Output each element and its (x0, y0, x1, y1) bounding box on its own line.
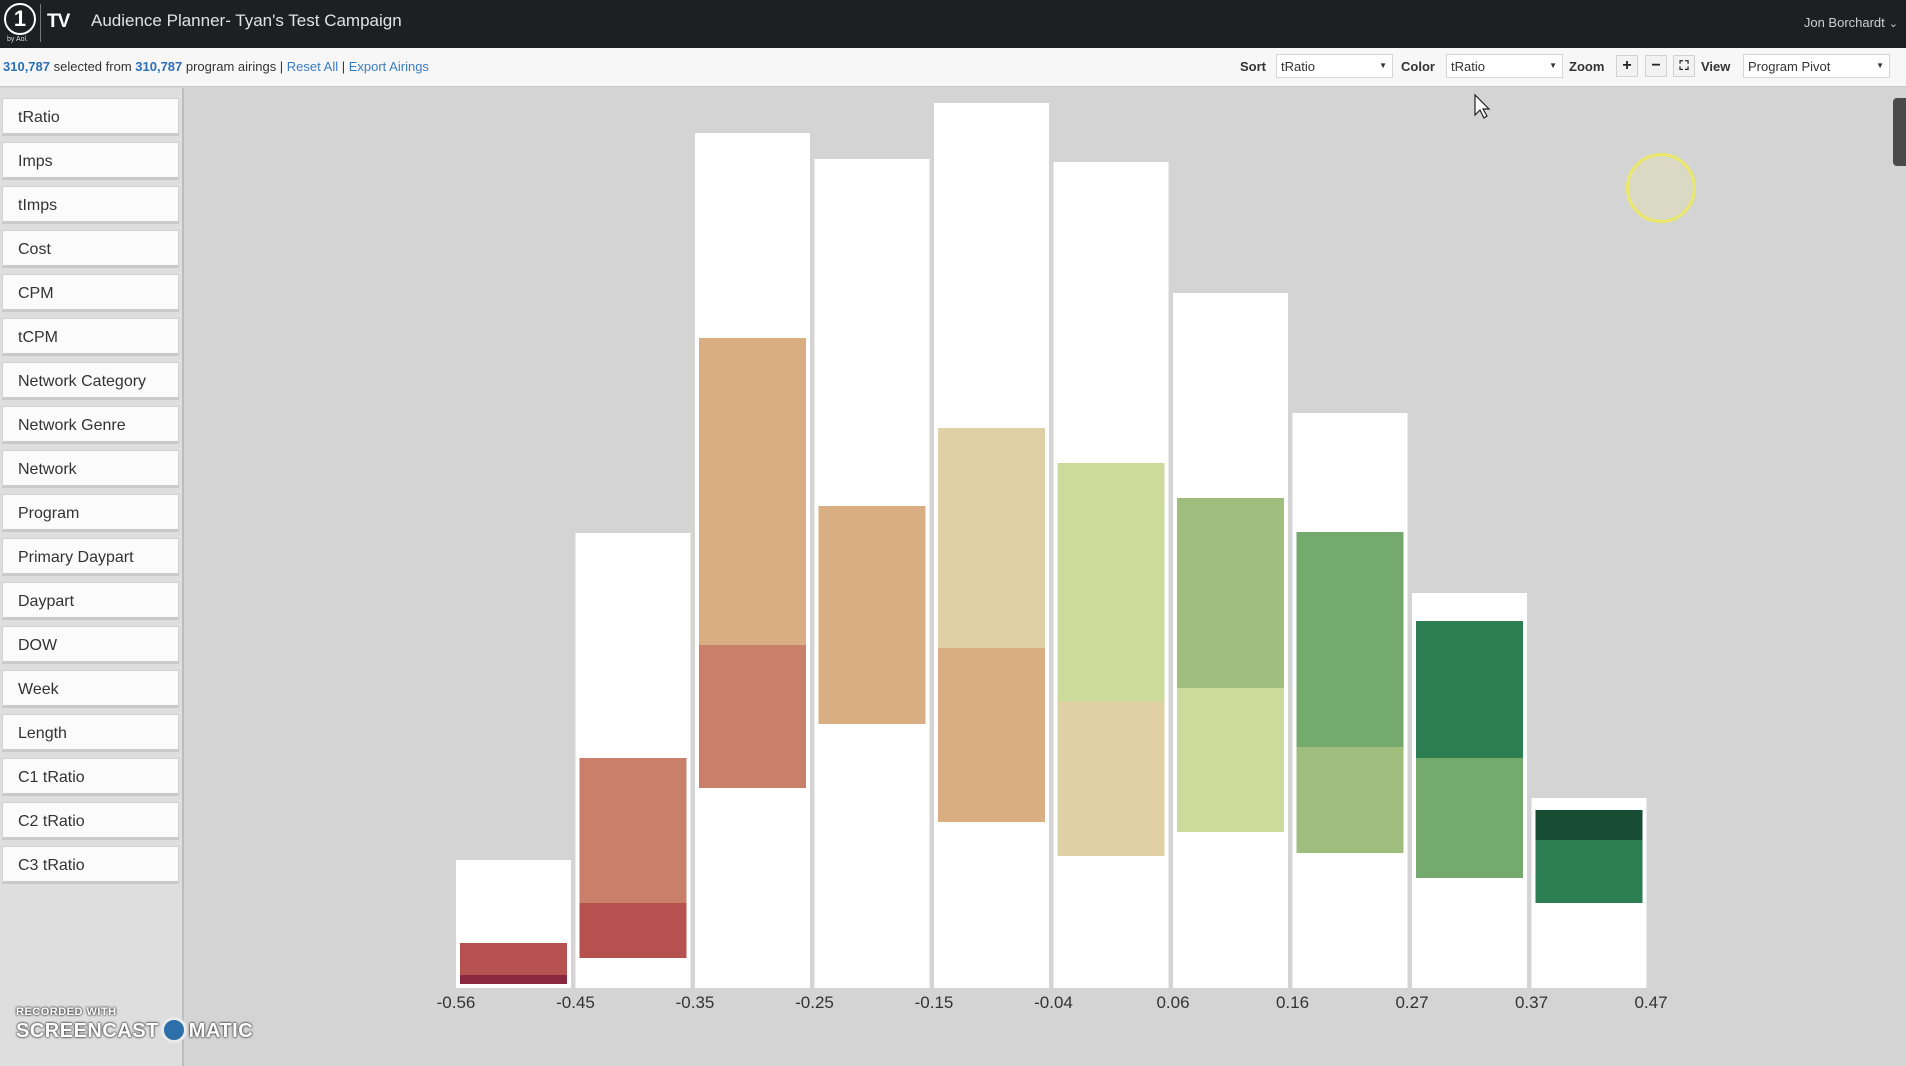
plus-icon: + (1622, 57, 1632, 74)
view-label: View (1701, 59, 1731, 74)
dropdown-arrow-icon: ▼ (1876, 61, 1884, 70)
bar-8-segment-2[interactable] (1296, 532, 1404, 747)
sort-value: tRatio (1281, 59, 1315, 74)
page-title: Audience Planner- Tyan's Test Campaign (91, 11, 402, 30)
airings-text: program airings | (182, 59, 287, 74)
bar-2-segment-2[interactable] (579, 758, 687, 903)
sidebar-item-imps[interactable]: Imps (2, 142, 179, 180)
sidebar-item-c3-tratio[interactable]: C3 tRatio (2, 846, 179, 884)
x-tick-label: 0.37 (1515, 993, 1548, 1012)
dropdown-arrow-icon: ▼ (1549, 61, 1557, 70)
sidebar-item-network-genre[interactable]: Network Genre (2, 406, 179, 444)
bar-3-segment-1[interactable] (699, 645, 806, 788)
total-count: 310,787 (135, 59, 183, 74)
bar-9-segment-2[interactable] (1416, 621, 1523, 758)
sidebar-item-week[interactable]: Week (2, 670, 179, 708)
logo-divider (40, 4, 41, 42)
sidebar-item-cost[interactable]: Cost (2, 230, 179, 268)
one-by-aol-logo[interactable]: 1 (4, 3, 36, 35)
sidebar-item-c2-tratio[interactable]: C2 tRatio (2, 802, 179, 840)
bar-3-segment-2[interactable] (699, 338, 806, 645)
x-tick-label: -0.35 (676, 993, 715, 1012)
x-tick-label: -0.04 (1034, 993, 1073, 1012)
bar-9-segment-1[interactable] (1416, 758, 1523, 878)
tratio-histogram[interactable]: -0.56 -0.45 -0.35 -0.25 -0.15 -0.04 0.06 0.16 0.… (186, 88, 1906, 1066)
record-icon (160, 1016, 187, 1043)
sidebar-item-primary-daypart[interactable]: Primary Daypart (2, 538, 179, 576)
sidebar-item-network-category[interactable]: Network Category (2, 362, 179, 400)
logo-subtitle: by Aol. (7, 36, 29, 43)
selected-count: 310,787 (3, 59, 50, 74)
sidebar-item-tcpm[interactable]: tCPM (2, 318, 179, 356)
tv-logo: TV (47, 11, 70, 32)
x-tick-label: 0.47 (1634, 993, 1667, 1012)
view-select[interactable]: Program Pivot ▼ (1743, 54, 1890, 78)
user-name: Jon Borchardt (1803, 15, 1885, 30)
fullscreen-icon: ⛶ (1679, 58, 1689, 73)
watermark-top-text: RECORDED WITH (16, 1006, 117, 1018)
histogram-chart-area: -0.56 -0.45 -0.35 -0.25 -0.15 -0.04 0.06 0.16 0.… (186, 88, 1906, 1066)
export-airings-link[interactable]: Export Airings (348, 59, 429, 74)
sidebar-item-dow[interactable]: DOW (2, 626, 179, 664)
bar-7-segment-2[interactable] (1177, 498, 1284, 688)
minus-icon: − (1651, 57, 1661, 74)
color-select[interactable]: tRatio ▼ (1446, 54, 1563, 78)
x-tick-label: -0.15 (915, 993, 954, 1012)
view-value: Program Pivot (1748, 59, 1831, 74)
sidebar-item-tratio[interactable]: tRatio (2, 98, 179, 136)
sidebar-item-cpm[interactable]: CPM (2, 274, 179, 312)
bar-10-segment-2[interactable] (1535, 810, 1643, 840)
x-tick-label: -0.25 (795, 993, 834, 1012)
app-header: 1 by Aol. TV Audience Planner- Tyan's Te… (0, 0, 1906, 48)
x-tick-label: 0.16 (1276, 993, 1309, 1012)
bar-5-segment-1[interactable] (938, 648, 1045, 822)
sort-label: Sort (1240, 59, 1266, 74)
scrollbar-handle[interactable] (1893, 98, 1906, 166)
separator: | (338, 59, 349, 74)
x-tick-label: -0.56 (437, 993, 476, 1012)
x-tick-label: -0.45 (556, 993, 595, 1012)
sidebar-item-program[interactable]: Program (2, 494, 179, 532)
screencast-watermark: RECORDED WITH SCREENCAST MATIC (16, 1006, 253, 1043)
bar-2-segment-1[interactable] (579, 903, 687, 958)
bar-6-segment-2[interactable] (1057, 463, 1165, 702)
mouse-pointer-icon (1474, 93, 1491, 119)
sort-select[interactable]: tRatio ▼ (1276, 54, 1393, 78)
bar-4-segment-1[interactable] (818, 506, 926, 724)
bar-5-segment-2[interactable] (938, 428, 1045, 648)
selection-summary: 310,787 selected from 310,787 program ai… (3, 59, 429, 74)
bar-1-segment-2[interactable] (460, 943, 567, 975)
bar-8-segment-1[interactable] (1296, 747, 1404, 853)
bar-1-segment-1[interactable] (460, 975, 567, 984)
reset-all-link[interactable]: Reset All (286, 59, 339, 74)
sidebar-item-daypart[interactable]: Daypart (2, 582, 179, 620)
sidebar-item-c1-tratio[interactable]: C1 tRatio (2, 758, 179, 796)
x-tick-label: 0.06 (1156, 993, 1189, 1012)
zoom-in-button[interactable]: + (1616, 55, 1638, 77)
watermark-left-text: SCREENCAST (16, 1020, 159, 1042)
sidebar-item-length[interactable]: Length (2, 714, 179, 752)
toolbar: 310,787 selected from 310,787 program ai… (0, 48, 1906, 87)
fullscreen-button[interactable]: ⛶ (1673, 55, 1695, 77)
chevron-down-icon: ⌄ (1888, 18, 1898, 30)
zoom-label: Zoom (1569, 59, 1605, 74)
sidebar-item-timps[interactable]: tImps (2, 186, 179, 224)
bar-6-segment-1[interactable] (1057, 702, 1165, 856)
bar-7-segment-1[interactable] (1177, 688, 1284, 832)
dropdown-arrow-icon: ▼ (1379, 61, 1387, 70)
selected-text: selected from (50, 59, 136, 74)
x-tick-label: 0.27 (1395, 993, 1428, 1012)
color-label: Color (1401, 59, 1435, 74)
bar-10-segment-1[interactable] (1535, 840, 1643, 903)
cursor-highlight (1626, 153, 1696, 223)
watermark-right-text: MATIC (188, 1020, 254, 1042)
zoom-out-button[interactable]: − (1645, 55, 1667, 77)
color-value: tRatio (1451, 59, 1485, 74)
dimension-sidebar: tRatio Imps tImps Cost CPM tCPM Network … (0, 88, 184, 1066)
user-menu[interactable]: Jon Borchardt ⌄ (1804, 15, 1898, 30)
sidebar-item-network[interactable]: Network (2, 450, 179, 488)
